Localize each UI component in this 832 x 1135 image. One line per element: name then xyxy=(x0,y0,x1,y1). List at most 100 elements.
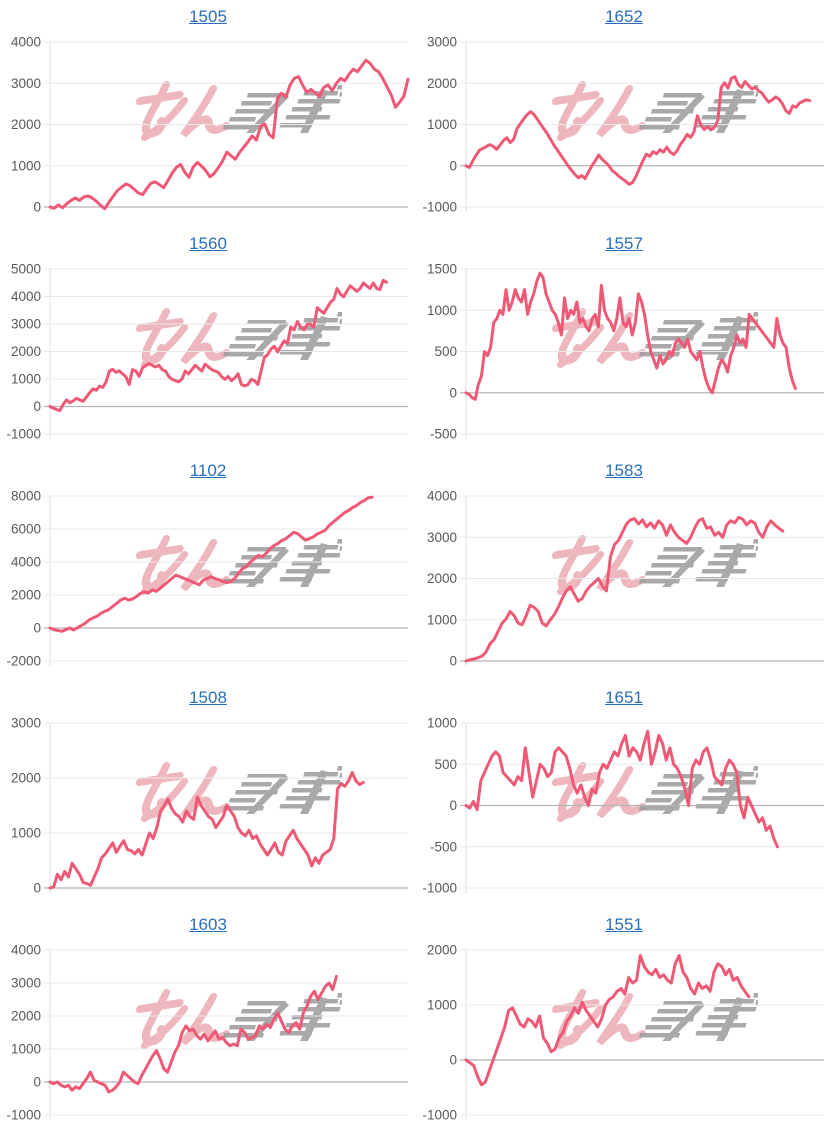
y-axis-tick-label: 1000 xyxy=(427,303,457,318)
y-axis-tick-label: 3000 xyxy=(11,976,41,991)
line-chart-svg: -1000 0 1000 2000 3000 4000 xyxy=(6,943,408,1123)
differential-line-series xyxy=(464,954,751,1087)
chart-plot: -1000 -500 0 500 1000 xyxy=(416,711,832,908)
chart-panel: 1102 xyxy=(0,454,416,681)
y-axis-tick-label: 4000 xyxy=(11,35,41,50)
y-axis-tick-label: -500 xyxy=(430,427,457,442)
line-chart-svg: -1000 0 1000 2000 3000 4000 5000 xyxy=(6,262,408,442)
y-axis-tick-label: 2000 xyxy=(427,943,457,958)
chart-title-row: 1551 xyxy=(416,908,832,938)
y-axis-tick-label: 2000 xyxy=(11,344,41,359)
y-axis-tick-label: 2000 xyxy=(11,1009,41,1024)
machine-number-link[interactable]: 1505 xyxy=(189,7,227,26)
y-axis-tick-label: 1000 xyxy=(427,612,457,627)
y-axis-tick-label: 1500 xyxy=(427,262,457,277)
y-axis-tick-label: -2000 xyxy=(6,654,41,669)
line-chart-svg: 0 1000 2000 3000 4000 xyxy=(427,489,824,669)
machine-number-link[interactable]: 1651 xyxy=(605,688,643,707)
differential-line-series xyxy=(48,771,365,890)
y-axis-tick-label: 1000 xyxy=(427,998,457,1013)
y-axis-tick-label: 2000 xyxy=(11,771,41,786)
y-axis-tick-label: 0 xyxy=(33,881,41,896)
y-axis-tick-label: -1000 xyxy=(422,200,457,215)
y-axis-tick-label: 2000 xyxy=(11,588,41,603)
line-chart-svg: -1000 0 1000 2000 3000 xyxy=(422,35,824,215)
y-axis-tick-label: 0 xyxy=(449,385,457,400)
y-axis-tick-label: 3000 xyxy=(11,76,41,91)
y-axis-tick-label: 0 xyxy=(33,1075,41,1090)
machine-number-link[interactable]: 1102 xyxy=(189,461,227,480)
chart-title-row: 1583 xyxy=(416,454,832,484)
y-axis-tick-label: 3000 xyxy=(427,35,457,50)
y-axis-tick-label: 6000 xyxy=(11,522,41,537)
chart-title-row: 1557 xyxy=(416,227,832,257)
chart-panel: 1583 xyxy=(416,454,832,681)
chart-plot: 0 1000 2000 3000 xyxy=(0,711,416,908)
chart-plot: 0 1000 2000 3000 4000 xyxy=(0,30,416,227)
differential-line-series xyxy=(48,278,388,413)
y-axis-tick-label: 4000 xyxy=(427,489,457,504)
line-chart-svg: -2000 0 2000 4000 6000 8000 xyxy=(6,489,408,669)
chart-panel: 1560 xyxy=(0,227,416,454)
y-axis-tick-label: 4000 xyxy=(11,943,41,958)
machine-number-link[interactable]: 1551 xyxy=(605,915,643,934)
chart-panel: 1551 xyxy=(416,908,832,1135)
chart-panel: 1557 xyxy=(416,227,832,454)
y-axis-tick-label: 3000 xyxy=(11,317,41,332)
chart-panel: 1651 xyxy=(416,681,832,908)
y-axis-tick-label: 0 xyxy=(449,798,457,813)
y-axis-tick-label: -1000 xyxy=(422,881,457,896)
y-axis-tick-label: 0 xyxy=(33,621,41,636)
machine-number-link[interactable]: 1557 xyxy=(605,234,643,253)
y-axis-tick-label: 5000 xyxy=(11,262,41,277)
line-chart-svg: -1000 0 1000 2000 xyxy=(422,943,824,1123)
y-axis-tick-label: 3000 xyxy=(11,716,41,731)
chart-plot: -1000 0 1000 2000 3000 4000 xyxy=(0,938,416,1135)
chart-panel: 1652 xyxy=(416,0,832,227)
chart-plot: -1000 0 1000 2000 3000 4000 5000 xyxy=(0,257,416,454)
y-axis-tick-label: -1000 xyxy=(422,1108,457,1123)
y-axis-tick-label: 0 xyxy=(449,1053,457,1068)
y-axis-tick-label: 4000 xyxy=(11,289,41,304)
chart-title-row: 1505 xyxy=(0,0,416,30)
differential-line-series xyxy=(464,75,812,186)
y-axis-tick-label: 500 xyxy=(434,344,457,359)
differential-line-series xyxy=(48,974,338,1094)
machine-number-link[interactable]: 1560 xyxy=(189,234,227,253)
y-axis-tick-label: 1000 xyxy=(11,158,41,173)
y-axis-tick-label: 2000 xyxy=(427,76,457,91)
y-axis-tick-label: -1000 xyxy=(6,1108,41,1123)
y-axis-tick-label: 0 xyxy=(449,158,457,173)
y-axis-tick-label: -1000 xyxy=(6,427,41,442)
y-axis-tick-label: -500 xyxy=(430,839,457,854)
y-axis-tick-label: 1000 xyxy=(427,117,457,132)
machine-number-link[interactable]: 1603 xyxy=(189,915,227,934)
chart-plot: 0 1000 2000 3000 4000 xyxy=(416,484,832,681)
chart-title-row: 1652 xyxy=(416,0,832,30)
chart-title-row: 1651 xyxy=(416,681,832,711)
machine-number-link[interactable]: 1583 xyxy=(605,461,643,480)
chart-title-row: 1560 xyxy=(0,227,416,257)
differential-line-series xyxy=(464,271,797,401)
chart-title-row: 1508 xyxy=(0,681,416,711)
chart-plot: -2000 0 2000 4000 6000 8000 xyxy=(0,484,416,681)
line-chart-svg: 0 1000 2000 3000 xyxy=(11,716,408,896)
chart-title-row: 1102 xyxy=(0,454,416,484)
y-axis-tick-label: 8000 xyxy=(11,489,41,504)
differential-line-series xyxy=(464,729,779,849)
machine-number-link[interactable]: 1652 xyxy=(605,7,643,26)
differential-line-series xyxy=(48,495,374,633)
chart-plot: -500 0 500 1000 1500 xyxy=(416,257,832,454)
y-axis-tick-label: 2000 xyxy=(427,571,457,586)
y-axis-tick-label: 1000 xyxy=(11,372,41,387)
machine-number-link[interactable]: 1508 xyxy=(189,688,227,707)
chart-plot: -1000 0 1000 2000 3000 xyxy=(416,30,832,227)
chart-plot: -1000 0 1000 2000 xyxy=(416,938,832,1135)
chart-panel: 1508 xyxy=(0,681,416,908)
y-axis-tick-label: 0 xyxy=(33,399,41,414)
y-axis-tick-label: 4000 xyxy=(11,555,41,570)
y-axis-tick-label: 1000 xyxy=(427,716,457,731)
y-axis-tick-label: 1000 xyxy=(11,826,41,841)
chart-panel: 1603 xyxy=(0,908,416,1135)
